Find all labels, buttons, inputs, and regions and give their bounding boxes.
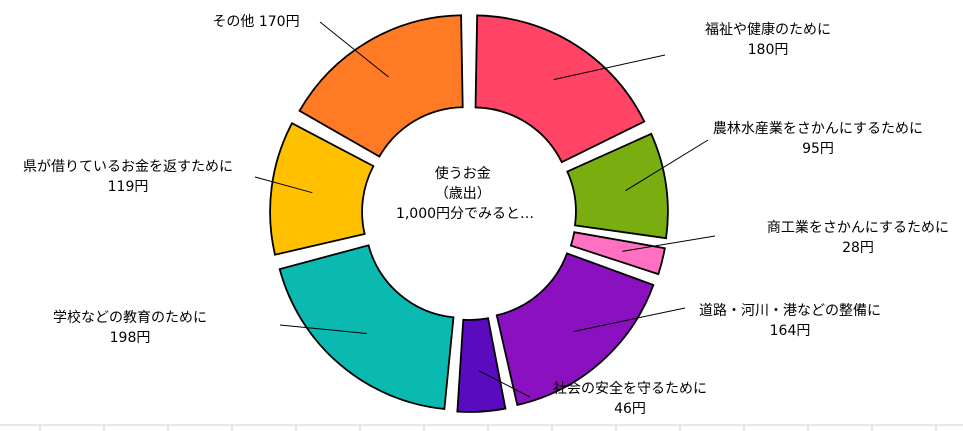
slice-label-name: 農林水産業をさかんにするために	[713, 121, 923, 137]
slice-label-value: 28円	[842, 240, 874, 256]
leader-lines	[254, 21, 716, 398]
leader-line-3	[622, 235, 716, 252]
slice-label-5: 社会の安全を守るために 46円	[553, 380, 707, 417]
leader-line-8	[319, 21, 389, 78]
slice-label-name: 道路・河川・港などの整備に	[699, 303, 881, 319]
leader-line-2	[625, 139, 709, 192]
center-label-line-2: （歳出）	[435, 186, 491, 202]
slice-label-value: 180円	[748, 42, 789, 58]
slice-label-2: 農林水産業をさかんにするために 95円	[713, 121, 923, 157]
slice-label-name: 県が借りているお金を返すために	[23, 159, 233, 175]
slice-label-name: 福祉や健康のために	[705, 21, 831, 38]
center-label-line-1: 使うお金	[435, 165, 491, 182]
slice-2	[566, 132, 669, 240]
slice-7	[269, 122, 375, 256]
leader-line-4	[573, 307, 686, 333]
slice-label-name: 商工業をさかんにするために	[767, 220, 949, 236]
slice-3	[569, 231, 666, 276]
slice-4	[495, 252, 655, 407]
slice-label-value: 46円	[614, 401, 646, 417]
slice-label-name: 学校などの教育のために	[53, 309, 207, 326]
slice-label-name: 社会の安全を守るために	[553, 380, 707, 397]
slice-label-6: 学校などの教育のために 198円	[53, 309, 207, 346]
center-label-line-3: 1,000円分でみると…	[396, 206, 534, 222]
slice-label-value: 119円	[108, 179, 149, 195]
leader-line-6	[279, 324, 367, 334]
center-label: 使うお金 （歳出） 1,000円分でみると…	[396, 165, 534, 222]
slices	[269, 14, 669, 413]
slice-label-value: 164円	[770, 323, 811, 339]
slice-label-7: 県が借りているお金を返すために 119円	[23, 159, 233, 195]
slice-label-value: 198円	[110, 330, 151, 346]
slice-label-8: その他 170円	[212, 14, 299, 30]
slice-6	[278, 244, 455, 410]
slice-5	[456, 317, 507, 413]
slice-8	[298, 14, 464, 158]
slice-label-3: 商工業をさかんにするために 28円	[767, 220, 949, 256]
bottom-rule	[0, 424, 963, 431]
slice-label-1: 福祉や健康のために 180円	[705, 21, 831, 58]
slice-label-4: 道路・河川・港などの整備に 164円	[699, 303, 881, 339]
slice-1	[474, 14, 646, 164]
slice-label-value: 95円	[802, 141, 834, 157]
leader-line-7	[254, 176, 313, 194]
leader-line-1	[553, 54, 666, 81]
leader-line-5	[478, 370, 531, 398]
slice-label-value: その他 170円	[212, 14, 299, 30]
